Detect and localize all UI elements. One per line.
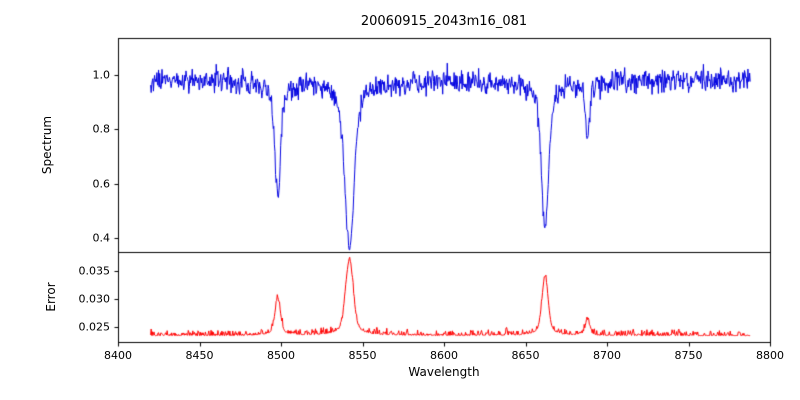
x-tick-label: 8650 [511, 349, 540, 362]
spectrum-y-tick-label: 1.0 [92, 68, 111, 82]
spectrum-y-tick-label: 0.6 [92, 177, 111, 191]
error-y-tick-label: 0.025 [78, 320, 111, 334]
x-tick-label: 8750 [674, 349, 703, 362]
error-y-axis-label: Error [44, 282, 58, 312]
x-tick-label: 8400 [104, 349, 132, 362]
x-tick-label: 8600 [430, 349, 458, 362]
spectrum-y-tick-label: 0.4 [92, 231, 111, 245]
x-tick-label: 8500 [267, 349, 295, 362]
x-tick-label: 8450 [185, 349, 214, 362]
spectrum-y-axis-label: Spectrum [40, 115, 54, 175]
spectrum-y-tick-label: 0.8 [92, 122, 111, 136]
x-tick-label: 8800 [756, 349, 784, 362]
error-y-tick-label: 0.035 [78, 264, 111, 278]
x-axis-label: Wavelength [408, 365, 480, 379]
x-tick-label: 8700 [593, 349, 621, 362]
x-tick-label: 8550 [348, 349, 377, 362]
error-y-tick-label: 0.030 [78, 292, 111, 306]
chart-title: 20060915_2043m16_081 [360, 14, 528, 29]
